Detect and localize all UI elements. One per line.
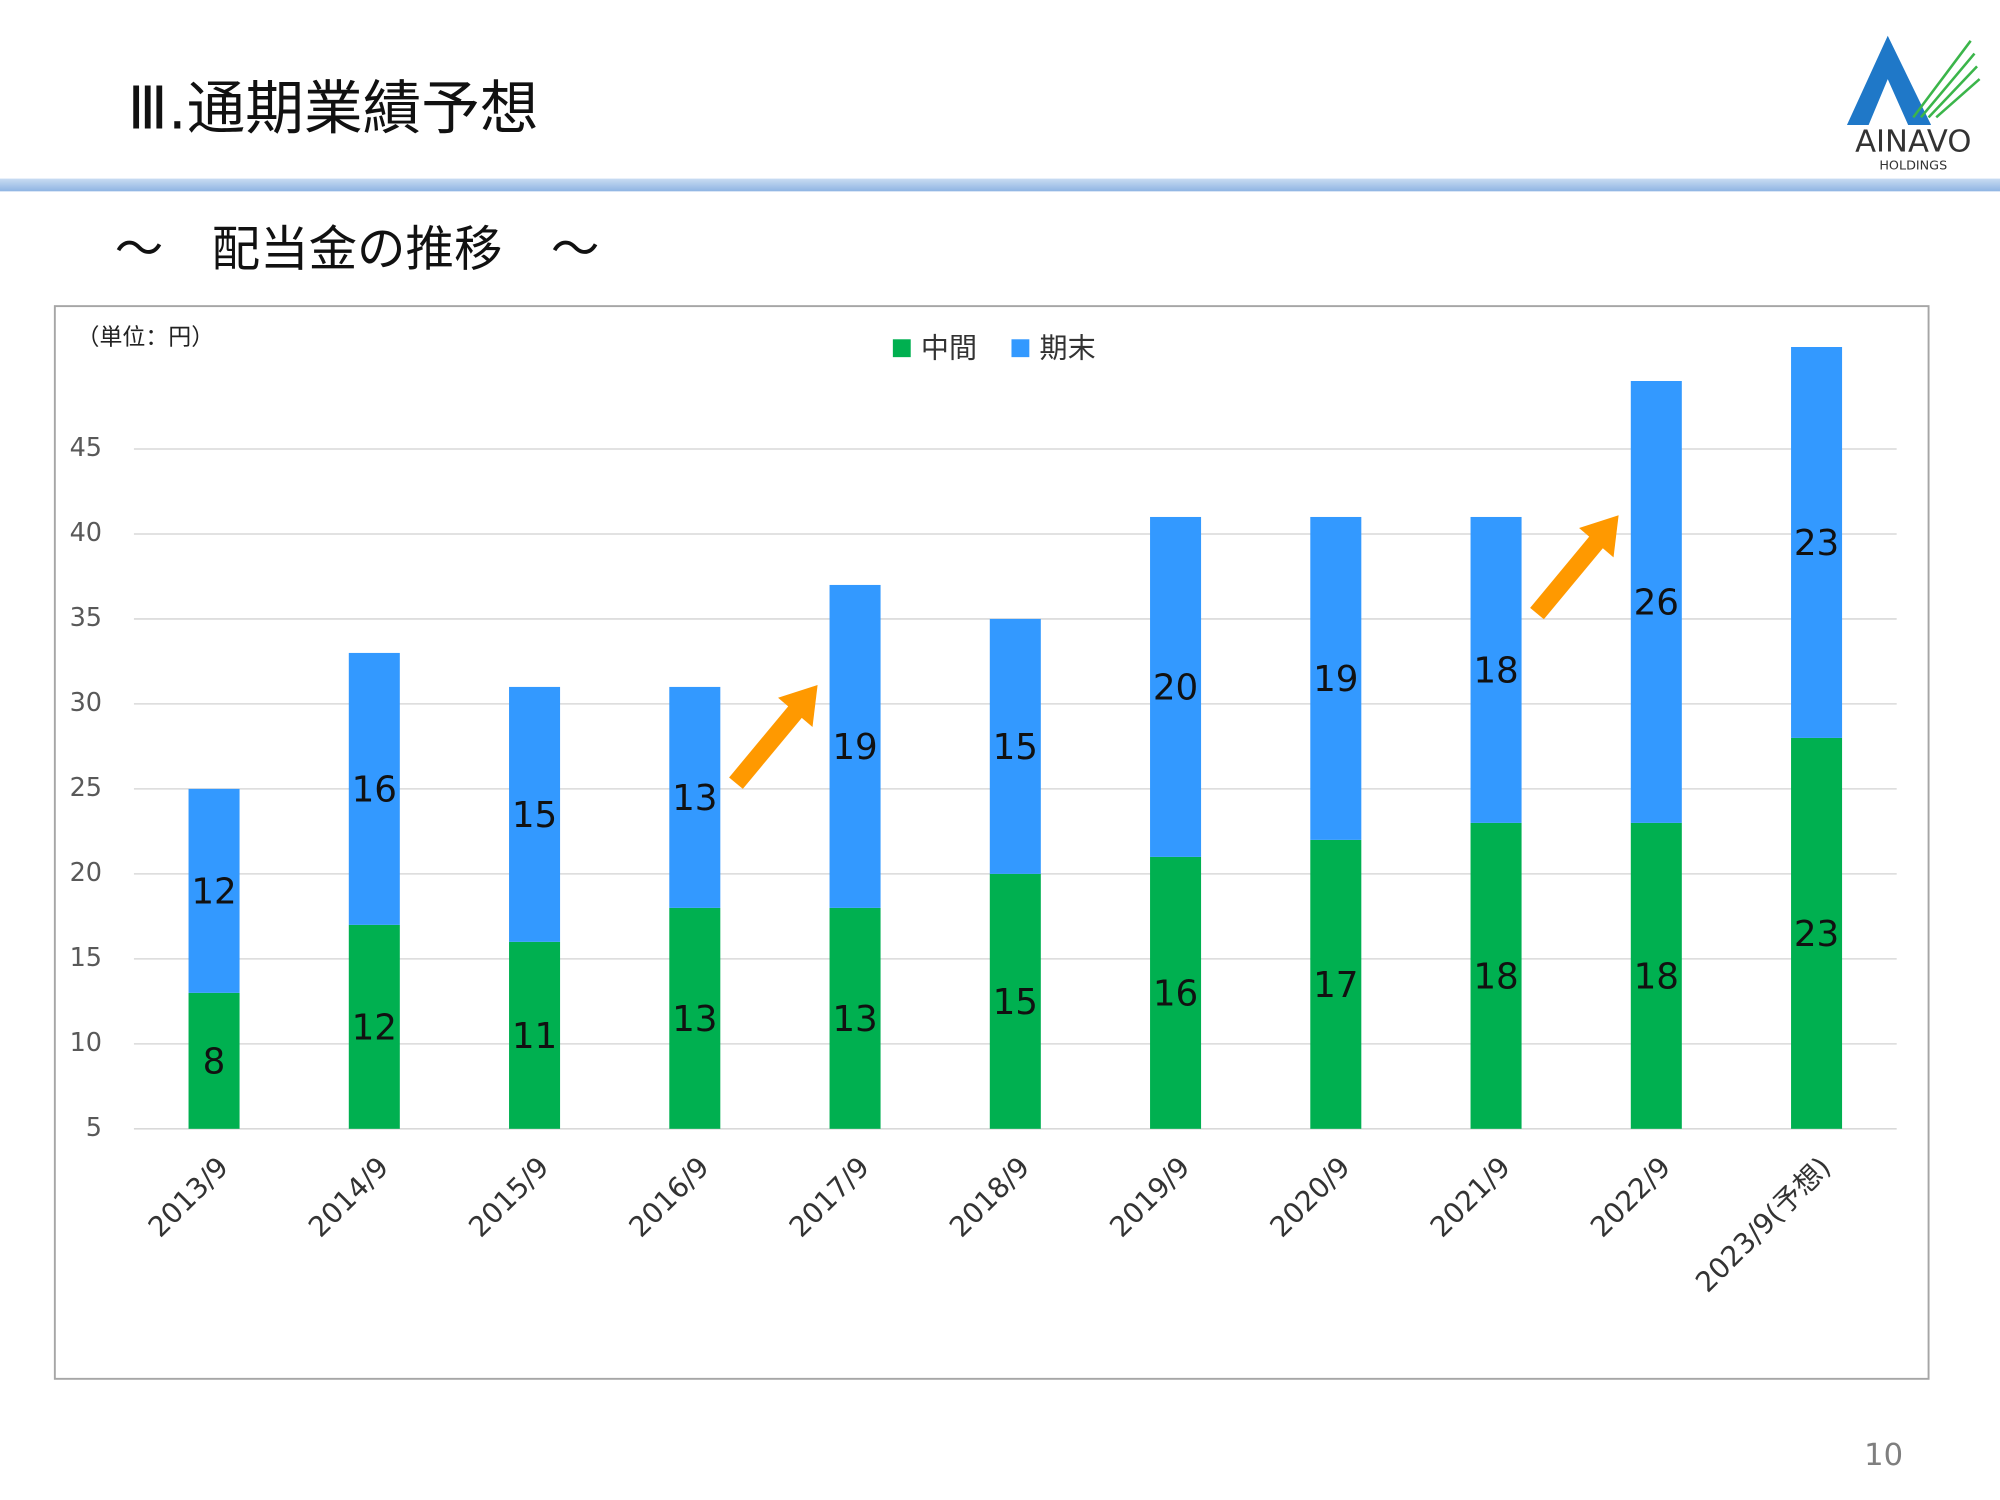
bar-segment xyxy=(1630,822,1682,1129)
value-label: 23 xyxy=(1794,914,1839,955)
value-label: 18 xyxy=(1473,650,1518,691)
page-number: 10 xyxy=(1864,1438,1903,1473)
value-label: 13 xyxy=(832,999,877,1040)
bar-segment xyxy=(1630,380,1682,823)
y-tick-label: 45 xyxy=(70,433,102,463)
bar-segment xyxy=(829,584,881,908)
bar-segment xyxy=(989,873,1041,1129)
logo-lines xyxy=(1912,40,1981,119)
bar-segment xyxy=(509,941,561,1129)
value-label: 11 xyxy=(512,1016,557,1057)
legend-label: 期末 xyxy=(1040,331,1096,364)
bar-segment xyxy=(509,686,561,942)
value-label: 18 xyxy=(1473,956,1518,997)
arrow xyxy=(1530,532,1607,620)
value-label: 13 xyxy=(672,999,717,1040)
y-tick-label: 30 xyxy=(70,688,102,718)
arrow-head xyxy=(1579,515,1619,558)
y-tick-label: 5 xyxy=(86,1113,102,1143)
logo-sub: HOLDINGS xyxy=(1879,158,1947,173)
y-tick-label: 25 xyxy=(70,773,102,803)
y-tick-label: 15 xyxy=(70,943,102,973)
legend-swatch xyxy=(1011,339,1030,358)
bar-segment xyxy=(188,788,240,993)
value-label: 12 xyxy=(352,1007,397,1048)
bar-segment xyxy=(1791,737,1843,1129)
bar-segment xyxy=(348,924,400,1129)
y-tick-label: 35 xyxy=(70,603,102,633)
value-label: 16 xyxy=(352,769,397,810)
bar-segment xyxy=(1470,516,1522,823)
value-label: 13 xyxy=(672,778,717,819)
bar-segment xyxy=(1310,516,1362,840)
bar-segment xyxy=(188,992,240,1129)
value-label: 12 xyxy=(191,871,236,912)
value-label: 23 xyxy=(1794,523,1839,564)
logo-mark xyxy=(1846,35,1932,125)
bar-segment xyxy=(669,686,721,908)
y-tick-label: 40 xyxy=(70,518,102,548)
value-label: 17 xyxy=(1313,965,1358,1006)
arrow-head xyxy=(778,684,818,728)
y-tick-label: 20 xyxy=(70,858,102,888)
value-label: 15 xyxy=(993,982,1038,1023)
value-label: 19 xyxy=(832,727,877,768)
bar-segment xyxy=(1470,822,1522,1129)
bar-segment xyxy=(348,652,400,925)
logo-name: AINAVO xyxy=(1855,124,1971,159)
header-rule xyxy=(0,178,2000,192)
slide-title: Ⅲ.通期業績予想 xyxy=(128,74,539,142)
bar-segment xyxy=(1150,856,1202,1129)
value-label: 8 xyxy=(203,1041,226,1082)
value-label: 16 xyxy=(1153,973,1198,1014)
unit-label: （単位：円） xyxy=(77,325,215,351)
subtitle: ～ 配当金の推移 ～ xyxy=(115,222,600,278)
bar-segment xyxy=(829,907,881,1129)
legend-label: 中間 xyxy=(921,331,977,364)
bar-segment xyxy=(669,907,721,1129)
bar-segment xyxy=(989,618,1041,874)
bar-segment xyxy=(1150,516,1202,857)
value-label: 20 xyxy=(1153,667,1198,708)
legend-swatch xyxy=(892,339,911,358)
value-label: 15 xyxy=(993,727,1038,768)
arrow xyxy=(729,702,806,789)
y-tick-label: 10 xyxy=(70,1028,102,1058)
value-label: 19 xyxy=(1313,659,1358,700)
bar-segment xyxy=(1310,839,1362,1129)
bar-segment xyxy=(1791,347,1843,738)
value-label: 26 xyxy=(1634,582,1679,623)
value-label: 18 xyxy=(1634,956,1679,997)
value-label: 15 xyxy=(512,795,557,836)
arrows xyxy=(729,515,1619,789)
logo: AINAVO HOLDINGS xyxy=(1846,35,1981,173)
